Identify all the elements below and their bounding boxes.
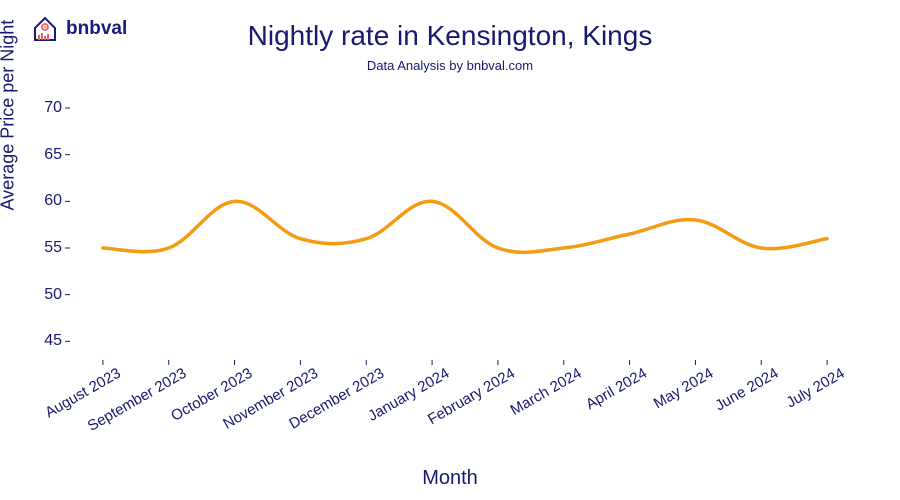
x-tick: April 2024 <box>578 356 650 413</box>
chart-title: Nightly rate in Kensington, Kings <box>0 20 900 52</box>
x-tick: July 2024 <box>778 356 847 411</box>
y-tick: 70 <box>44 99 70 117</box>
x-tick: June 2024 <box>707 356 781 414</box>
x-axis-label: Month <box>0 467 900 490</box>
chart-subtitle: Data Analysis by bnbval.com <box>0 58 900 73</box>
chart-plot-area: 455055606570 August 2023September 2023Oc… <box>70 80 860 360</box>
y-tick: 65 <box>44 146 70 164</box>
x-tick: March 2024 <box>502 356 584 419</box>
line-series <box>103 201 827 252</box>
x-tick: May 2024 <box>645 356 716 412</box>
y-tick: 50 <box>44 286 70 304</box>
y-tick: 55 <box>44 239 70 257</box>
y-tick: 60 <box>44 192 70 210</box>
chart-svg <box>70 80 860 360</box>
y-tick: 45 <box>44 332 70 350</box>
y-axis-label: Average Price per Night <box>0 20 19 211</box>
